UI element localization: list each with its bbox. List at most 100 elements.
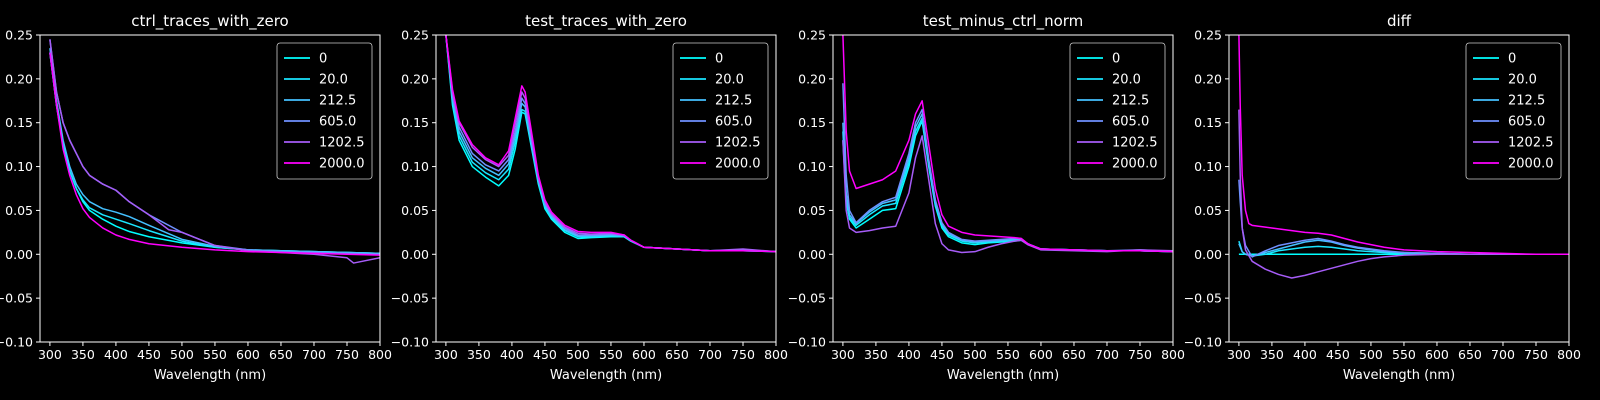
chart-panel-2: 300 350 400 450 500 550 600 650 700 750 800 0.25 0.2…	[391, 12, 788, 383]
legend-item: 20.0	[680, 73, 744, 88]
legend-label: 0	[319, 52, 327, 67]
legend-label: 20.0	[319, 73, 348, 88]
x-tick-label: 550	[599, 347, 623, 362]
series-line-5	[842, 135, 1173, 254]
legend: 0 20.0 212.5 605.0 1202.5 2000.0	[1465, 42, 1562, 180]
x-tick-label: 800	[368, 347, 392, 362]
legend-item: 1202.5	[284, 136, 365, 151]
legend-item: 0	[1473, 52, 1516, 67]
legend: 0 20.0 212.5 605.0 1202.5 2000.0	[672, 42, 769, 180]
legend-item: 605.0	[1077, 115, 1149, 130]
y-tick-label: 0.05	[1194, 203, 1222, 218]
legend-item: 20.0	[284, 73, 348, 88]
legend-label: 212.5	[715, 94, 752, 109]
x-tick-label: 550	[1392, 347, 1416, 362]
y-tick-label: 0.20	[1194, 71, 1222, 86]
series-line-4	[1238, 179, 1569, 258]
legend-item: 605.0	[680, 115, 752, 130]
series-lines	[445, 35, 776, 253]
x-tick-label: 750	[731, 347, 755, 362]
y-tick-label: 0.00	[1194, 247, 1222, 262]
x-tick-label: 450	[1326, 347, 1350, 362]
legend-label: 20.0	[715, 73, 744, 88]
x-tick-label: 300	[1227, 347, 1251, 362]
x-tick-label: 600	[1029, 347, 1053, 362]
y-tick-label: 0.15	[1194, 115, 1222, 130]
legend-label: 212.5	[1508, 94, 1545, 109]
legend-label: 212.5	[1112, 94, 1149, 109]
chart-title: ctrl_traces_with_zero	[131, 12, 288, 31]
y-tick-label: 0.20	[798, 71, 826, 86]
legend-label: 605.0	[715, 115, 752, 130]
series-lines	[49, 39, 380, 264]
x-tick-label: 650	[269, 347, 293, 362]
axes-frame	[832, 34, 1174, 343]
legend-item: 1202.5	[680, 136, 761, 151]
legend: 0 20.0 212.5 605.0 1202.5 2000.0	[1069, 42, 1166, 180]
legend-item: 1202.5	[1473, 136, 1554, 151]
chart-title: diff	[1387, 12, 1412, 30]
legend-box	[1069, 42, 1166, 180]
legend: 0 20.0 212.5 605.0 1202.5 2000.0	[276, 42, 373, 180]
legend-label: 605.0	[1112, 115, 1149, 130]
y-tick-label: −0.05	[0, 291, 33, 306]
x-tick-label: 600	[1425, 347, 1449, 362]
x-tick-label: 450	[533, 347, 557, 362]
axes-frame	[1228, 34, 1570, 343]
legend-label: 1202.5	[1112, 136, 1158, 151]
x-tick-label: 800	[764, 347, 788, 362]
legend-label: 0	[1112, 52, 1120, 67]
y-tick-label: 0.20	[5, 71, 33, 86]
x-tick-label: 400	[500, 347, 524, 362]
x-tick-label: 700	[698, 347, 722, 362]
x-tick-label: 500	[1359, 347, 1383, 362]
x-tick-label: 550	[203, 347, 227, 362]
series-line-5	[1238, 109, 1569, 279]
x-tick-label: 700	[302, 347, 326, 362]
legend-box	[276, 42, 373, 180]
series-line-6	[49, 52, 380, 256]
legend-item: 0	[284, 52, 327, 67]
y-tick-label: 0.05	[798, 203, 826, 218]
y-tick-label: 0.15	[5, 115, 33, 130]
x-tick-label: 450	[930, 347, 954, 362]
series-lines	[842, 35, 1173, 254]
y-tick-label: 0.10	[401, 159, 429, 174]
legend-item: 0	[680, 52, 723, 67]
x-axis-label: Wavelength (nm)	[947, 368, 1059, 383]
y-tick-label: 0.25	[1194, 28, 1222, 43]
legend-label: 1202.5	[1508, 136, 1554, 151]
x-tick-label: 450	[137, 347, 161, 362]
series-line-6	[1238, 35, 1569, 256]
x-tick-label: 600	[236, 347, 260, 362]
x-tick-label: 350	[467, 347, 491, 362]
x-axis-label: Wavelength (nm)	[154, 368, 266, 383]
series-line-6	[445, 35, 776, 253]
y-tick-label: 0.25	[798, 28, 826, 43]
legend-item: 0	[1077, 52, 1120, 67]
x-tick-label: 350	[864, 347, 888, 362]
legend-label: 1202.5	[319, 136, 365, 151]
legend-label: 0	[715, 52, 723, 67]
y-tick-label: 0.05	[401, 203, 429, 218]
y-tick-label: 0.00	[401, 247, 429, 262]
x-tick-label: 500	[170, 347, 194, 362]
x-tick-label: 500	[963, 347, 987, 362]
x-tick-label: 550	[996, 347, 1020, 362]
x-tick-label: 600	[632, 347, 656, 362]
x-tick-label: 750	[1128, 347, 1152, 362]
y-tick-label: 0.10	[798, 159, 826, 174]
x-tick-label: 300	[434, 347, 458, 362]
x-tick-label: 650	[665, 347, 689, 362]
x-tick-label: 350	[1260, 347, 1284, 362]
legend-label: 20.0	[1112, 73, 1141, 88]
axes-frame	[39, 34, 381, 343]
legend-item: 2000.0	[284, 157, 365, 172]
x-tick-label: 750	[1524, 347, 1548, 362]
legend-item: 212.5	[284, 94, 356, 109]
legend-item: 20.0	[1473, 73, 1537, 88]
legend-label: 2000.0	[1508, 157, 1554, 172]
y-tick-label: 0.10	[1194, 159, 1222, 174]
y-tick-label: 0.00	[798, 247, 826, 262]
